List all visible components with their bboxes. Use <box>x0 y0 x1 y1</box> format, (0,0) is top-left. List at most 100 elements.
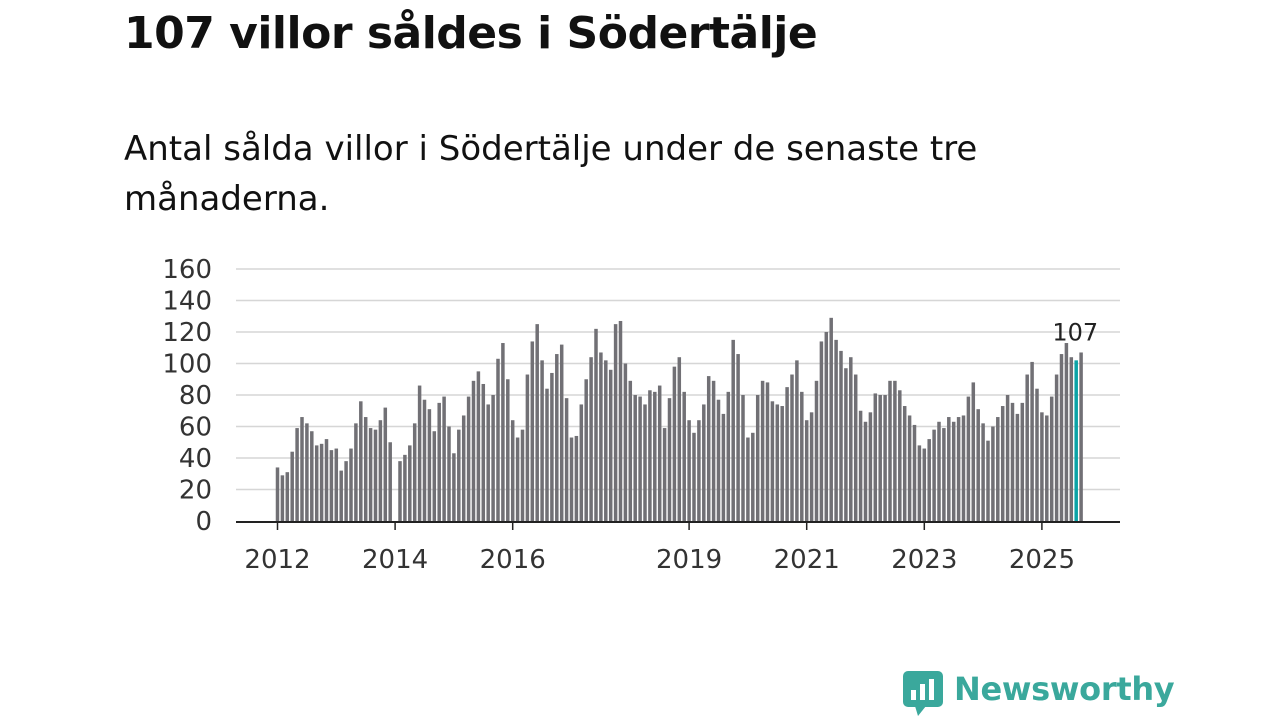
bar <box>461 415 466 521</box>
bar <box>378 420 383 521</box>
bar <box>1069 357 1074 521</box>
bar <box>907 415 912 521</box>
bar <box>638 396 642 521</box>
bar <box>726 391 731 521</box>
bar <box>898 390 902 521</box>
bar <box>902 406 907 521</box>
bar <box>422 399 427 521</box>
bar <box>765 382 770 521</box>
y-tick-label: 120 <box>162 318 212 348</box>
x-tick-label: 2016 <box>480 545 546 575</box>
bar <box>755 395 760 521</box>
bar <box>814 380 819 521</box>
bar <box>417 385 422 521</box>
bar <box>917 445 922 521</box>
bar <box>697 420 701 521</box>
bar <box>804 420 809 521</box>
bar <box>922 448 927 521</box>
bar <box>506 379 510 521</box>
x-axis-ticks: 2012 2014 2016 2019 2021 2023 2025 <box>244 522 1075 575</box>
y-tick-label: 140 <box>162 287 212 317</box>
bar <box>996 417 1000 521</box>
bar <box>491 395 495 521</box>
bar <box>1059 354 1064 521</box>
bar <box>501 343 505 521</box>
bar <box>633 395 637 521</box>
y-tick-label: 60 <box>179 413 212 443</box>
bar <box>471 380 476 521</box>
bar <box>858 410 863 521</box>
bar <box>285 472 290 521</box>
bar <box>839 350 843 521</box>
bar <box>731 339 735 521</box>
bar <box>883 395 887 521</box>
bar <box>300 417 304 521</box>
bar <box>564 398 569 521</box>
bar <box>628 380 633 521</box>
bar <box>349 448 353 521</box>
bar <box>398 461 402 521</box>
bar <box>863 421 868 521</box>
bar <box>662 428 667 521</box>
bar <box>849 357 853 521</box>
bar <box>486 404 490 521</box>
x-tick-label: 2021 <box>774 545 840 575</box>
bar <box>457 429 461 521</box>
newsworthy-logo-icon <box>902 668 944 722</box>
bar <box>589 357 593 521</box>
bar <box>530 341 535 521</box>
bar <box>1015 413 1020 521</box>
bar <box>1049 396 1054 521</box>
bar <box>383 407 388 521</box>
brand-name: Newsworthy <box>954 670 1175 708</box>
bar <box>618 320 623 521</box>
bar <box>569 437 574 521</box>
bar <box>706 376 711 521</box>
bar <box>329 450 334 521</box>
bar <box>373 429 378 521</box>
bar <box>981 423 985 521</box>
bar <box>520 429 525 521</box>
bar <box>559 344 564 521</box>
bar <box>584 379 588 521</box>
bar <box>746 437 750 521</box>
x-tick-label: 2014 <box>362 545 428 575</box>
bar <box>319 443 324 521</box>
bar <box>1064 343 1069 521</box>
bar <box>971 382 976 521</box>
bar <box>579 404 584 521</box>
bar <box>711 380 716 521</box>
bar <box>275 467 280 521</box>
bar <box>927 439 931 521</box>
bar <box>976 409 980 521</box>
bar <box>427 409 432 521</box>
chart-subtitle: Antal sålda villor i Södertälje under de… <box>124 129 978 219</box>
y-tick-label: 100 <box>162 350 212 380</box>
bar <box>412 423 417 521</box>
latest-value-label: 107 <box>1052 318 1098 346</box>
bar <box>363 417 368 521</box>
bar <box>442 396 446 521</box>
bar <box>515 437 520 521</box>
bar <box>280 475 285 521</box>
bar <box>692 432 696 521</box>
bar <box>476 371 481 521</box>
bar <box>535 324 539 521</box>
chart-title: 107 villor såldes i Södertälje <box>124 8 818 59</box>
bar <box>942 428 946 521</box>
bar <box>947 417 951 521</box>
bar <box>702 404 706 521</box>
bar <box>550 372 554 521</box>
bar <box>809 412 814 521</box>
y-tick-label: 80 <box>179 381 212 411</box>
bar <box>648 390 652 521</box>
bar <box>574 435 579 521</box>
bar <box>966 396 971 521</box>
bar <box>932 429 936 521</box>
newsworthy-brand[interactable]: Newsworthy <box>902 668 1175 722</box>
bar <box>790 374 794 521</box>
bar <box>324 439 329 521</box>
bar <box>604 360 608 521</box>
annotations: 107 <box>1052 318 1098 346</box>
